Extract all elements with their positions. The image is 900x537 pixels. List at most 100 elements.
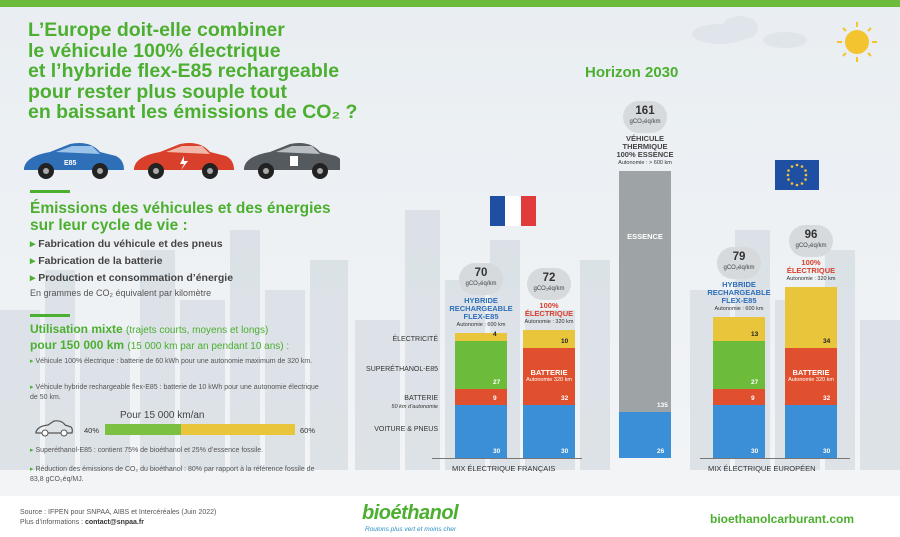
bar-name-line: RECHARGEABLE [449, 304, 513, 314]
bar-name-line: FLEX-E85 [463, 312, 499, 322]
red-car-icon [134, 143, 234, 179]
bar-name-line: 100% [801, 258, 821, 268]
bar-segment-battery [523, 347, 575, 405]
bar-autonomy: Autonomie : 320 km [786, 276, 836, 283]
contact-link[interactable]: contact@snpaa.fr [84, 519, 144, 526]
bar-name-line: FLEX-E85 [721, 296, 757, 306]
e85-share [181, 424, 295, 435]
bar-segment-text: ESSENCE [627, 231, 663, 241]
total-cloud: 79 gCO₂éq/km [717, 247, 761, 280]
logo-slogan: Roulons plus vert et moins cher [365, 526, 457, 533]
total-value: 70 [474, 267, 488, 280]
total-cloud: 72 gCO₂éq/km [527, 267, 571, 300]
bar-autonomy: Autonomie : 320 km [524, 318, 574, 325]
blue-car-icon: E85 [24, 143, 124, 179]
bioethanol-logo: bioéthanol [362, 502, 459, 524]
bar-name-line: ÉLECTRIQUE [786, 266, 836, 276]
usage-heading: Utilisation mixte (trajets courts, moyen… [30, 322, 290, 352]
bar-segment-value: 27 [493, 378, 501, 386]
segment-label-e85: SUPERÉTHANOL-E85 [366, 366, 438, 373]
group-label-eu: MIX ÉLECTRIQUE EUROPÉEN [708, 464, 816, 473]
total-value: 79 [732, 251, 746, 264]
section-divider [30, 190, 70, 193]
split-label-right: 60% [300, 426, 316, 435]
bar-segment-electricity [523, 329, 575, 348]
total-cloud: 70 gCO₂éq/km [459, 263, 503, 296]
bar-name: VÉHICULE THERMIQUE 100% ESSENCE Autonomie :… [609, 135, 681, 167]
bar-segment-vehicle [785, 404, 837, 458]
note-item: Véhicule hybride rechargeable flex-E85 :… [30, 383, 320, 402]
total-unit: gCO₂éq/km [533, 285, 565, 292]
sun-icon [837, 22, 877, 62]
bar-segment-value: 30 [493, 448, 501, 455]
bar-segment-battery [713, 388, 765, 405]
note-item: Superéthanol-E85 : contient 75% de bioét… [30, 446, 320, 456]
bar-segment-subtext: Autonomie 320 km [788, 377, 834, 384]
bar-name-line: ÉLECTRIQUE [524, 308, 574, 318]
page-title: L’Europe doit-elle combiner le véhicule … [28, 19, 358, 123]
website-link[interactable]: bioethanolcarburant.com [710, 512, 855, 526]
bar-segment-value: 32 [823, 394, 831, 402]
bar-segment-e85 [713, 340, 765, 389]
total-value: 72 [542, 271, 556, 284]
bar-name-line: HYBRIDE [722, 280, 756, 290]
bar-segment-value: 13 [751, 330, 759, 338]
bar-name-line: RECHARGEABLE [707, 288, 771, 298]
unit-caption: En grammes de CO₂ équivalent par kilomèt… [30, 288, 212, 298]
bar-segment-value: 32 [561, 394, 569, 402]
total-unit: gCO₂éq/km [629, 119, 661, 126]
note-item: Véhicule 100% électrique : batterie de 6… [30, 357, 320, 367]
bullet-item: Fabrication de la batterie [30, 255, 162, 267]
horizon-title: Horizon 2030 [585, 64, 679, 81]
bar-segment-value: 10 [561, 337, 569, 345]
bar-segment-vehicle [523, 404, 575, 458]
total-cloud: 161 gCO₂éq/km [623, 101, 667, 134]
car-illustrations: E85 [24, 143, 340, 179]
bar-segment-text: BATTERIE [792, 368, 830, 378]
bullet-item: Fabrication du véhicule et des pneus [30, 238, 222, 250]
small-car-icon [35, 420, 73, 437]
cloud-icon [692, 16, 807, 48]
grey-car-icon [244, 143, 340, 179]
bar-segment-vehicle [713, 404, 765, 458]
bar-segment-battery [455, 388, 507, 405]
bar-segment-value: 4 [493, 330, 497, 338]
bar-segment-electricity [713, 317, 765, 341]
footer-source: Source : IFPEN pour SNPAA, AIBS et Inter… [20, 509, 217, 526]
bar-name-line: VÉHICULE [626, 134, 664, 144]
electric-share [105, 424, 181, 435]
axis-line-fr [432, 458, 582, 459]
total-value: 161 [635, 105, 655, 118]
bar-name-line: THERMIQUE [622, 142, 668, 152]
segment-label-electricity: ÉLECTRICITÉ [392, 336, 438, 343]
bar-autonomy: Autonomie : 600 km [456, 322, 506, 329]
top-stripe [0, 0, 900, 7]
bar-segment-value: 30 [561, 448, 569, 455]
bar-name-line: HYBRIDE [464, 296, 498, 306]
total-unit: gCO₂éq/km [723, 265, 755, 272]
bullet-item: Production et consommation d’énergie [30, 272, 233, 284]
mix-split-bar [105, 424, 295, 435]
bar-segment-value: 9 [751, 394, 755, 402]
bar-name-line: 100% ESSENCE [616, 150, 674, 160]
bar-segment-value: 30 [751, 448, 759, 455]
segment-label-vehicle: VOITURE & PNEUS [374, 426, 438, 433]
km-title: Pour 15 000 km/an [120, 410, 205, 421]
bar-segment-vehicle [619, 411, 671, 458]
bar-name: HYBRIDE RECHARGEABLE FLEX-E85 Autonomie : 6… [445, 297, 517, 329]
footer [0, 496, 900, 537]
total-unit: gCO₂éq/km [465, 281, 497, 288]
bar-segment-value: 34 [823, 337, 831, 345]
group-label-fr: MIX ÉLECTRIQUE FRANÇAIS [452, 464, 556, 473]
bar-name-line: 100% [539, 300, 559, 310]
bar-segment-electricity [785, 287, 837, 348]
total-value: 96 [804, 229, 818, 242]
bar-segment-e85 [455, 340, 507, 389]
bar-segment-vehicle [455, 404, 507, 458]
eu-flag-icon [775, 160, 819, 190]
bar-segment-value: 135 [657, 401, 668, 409]
emissions-heading: Émissions des véhicules et des énergies … [30, 200, 331, 234]
bar-segment-value: 27 [751, 378, 759, 386]
bar-segment-fuel [619, 171, 671, 412]
